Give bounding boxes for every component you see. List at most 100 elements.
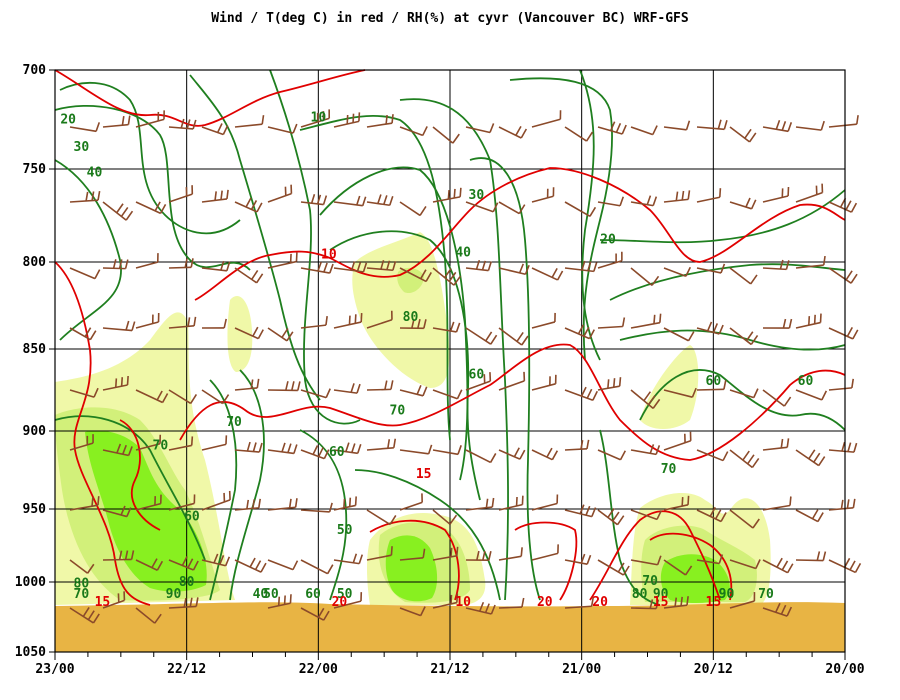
y-tick-label: 800 — [23, 255, 47, 270]
x-tick-label: 21/12 — [430, 662, 469, 677]
wind-barb — [201, 435, 228, 451]
rh-contour-label: 40 — [455, 245, 471, 260]
wind-barb-flag — [261, 115, 265, 125]
wind-barb-flag — [456, 546, 459, 556]
rh-contour-label: 90 — [653, 587, 669, 602]
wind-barb-shaft — [762, 504, 791, 511]
wind-barb-shaft — [102, 558, 132, 561]
wind-barb-flag — [151, 558, 158, 569]
wind-barb — [663, 495, 690, 511]
rh-contour-label: 80 — [632, 587, 648, 602]
wind-barb-flag — [254, 560, 262, 570]
wind-barb-shaft — [762, 446, 788, 451]
wind-barb-flag — [687, 331, 695, 342]
wind-barb — [465, 259, 493, 272]
y-tick-label: 900 — [23, 424, 47, 439]
wind-barb-flag — [86, 563, 95, 574]
wind-barb-flag — [521, 335, 529, 346]
wind-barb-flag — [357, 444, 362, 454]
wind-barb — [399, 444, 433, 455]
rh-contour-label: 20 — [60, 112, 76, 127]
wind-barb — [135, 312, 160, 329]
wind-barb-flag — [586, 388, 593, 399]
x-tick-label: 20/00 — [825, 662, 864, 677]
rh-fill-90 — [660, 554, 730, 603]
wind-barb-flag — [325, 316, 328, 326]
wind-barb-shaft — [399, 201, 421, 217]
wind-barb — [432, 445, 462, 456]
rh-fill-layer — [55, 232, 771, 605]
wind-barb-flag — [453, 188, 456, 199]
wind-barb — [828, 115, 859, 128]
wind-barb — [597, 317, 626, 329]
wind-barb-shaft — [762, 607, 788, 617]
rh-contour-layer — [54, 69, 846, 606]
rh-contour-label: 30 — [74, 140, 90, 155]
wind-barb-flag — [416, 385, 422, 395]
wind-barb — [201, 260, 231, 272]
wind-barb — [168, 118, 197, 130]
rh-contour-line — [54, 415, 206, 561]
wind-barb-shaft — [267, 126, 294, 134]
wind-barb — [729, 267, 758, 285]
wind-barb-flag — [481, 260, 487, 271]
rh-fill-70 — [227, 295, 253, 372]
temperature-contour-label: 10 — [455, 595, 471, 610]
wind-barb-flag — [674, 597, 678, 607]
wind-barb-shaft — [333, 389, 358, 394]
wind-barb-flag — [850, 273, 858, 284]
wind-barb-shaft — [168, 444, 192, 451]
wind-barb-shaft — [597, 385, 620, 391]
wind-barb-shaft — [564, 509, 593, 518]
wind-barb-shaft — [795, 559, 824, 562]
wind-barb-shaft — [828, 559, 856, 574]
wind-barb — [663, 120, 691, 131]
wind-barb-shaft — [465, 506, 493, 511]
wind-barb-shaft — [432, 601, 458, 609]
wind-barb-flag — [656, 510, 663, 520]
wind-barb-flag — [453, 275, 462, 286]
wind-barb-flag — [751, 458, 760, 468]
wind-barb-flag — [419, 205, 427, 216]
wind-barb-shaft — [663, 327, 689, 342]
wind-barb-flag — [476, 550, 480, 561]
wind-barb-shaft — [366, 554, 392, 561]
wind-barb-flag — [186, 119, 191, 129]
rh-contour-label: 70 — [661, 462, 677, 477]
wind-barb-shaft — [663, 198, 689, 203]
rh-contour-label: 60 — [798, 374, 814, 389]
wind-barb-flag — [717, 119, 722, 129]
wind-barb-flag — [127, 446, 133, 456]
wind-barb-flag — [448, 271, 457, 282]
wind-barb-flag — [488, 550, 492, 561]
wind-barb — [102, 591, 126, 609]
wind-barb-flag — [619, 196, 625, 207]
wind-barb — [168, 597, 199, 609]
wind-barb-flag — [612, 511, 620, 522]
wind-barb — [630, 389, 661, 409]
wind-barb — [465, 123, 495, 134]
wind-barb-flag — [250, 200, 258, 210]
wind-barb-shaft — [630, 389, 654, 409]
wind-barb-flag — [192, 119, 197, 130]
wind-barb-flag — [118, 550, 123, 560]
wind-barb-flag — [455, 322, 461, 333]
rh-contour-label: 10 — [311, 110, 327, 125]
wind-barb-flag — [722, 451, 729, 461]
wind-barb-flag — [616, 515, 625, 526]
wind-barb-shaft — [267, 559, 294, 571]
wind-barb — [696, 380, 727, 391]
wind-barb-shaft — [663, 389, 693, 398]
wind-barb — [432, 593, 459, 609]
wind-barb-flag — [750, 274, 758, 285]
wind-barb-shaft — [333, 120, 360, 128]
wind-barb-flag — [745, 331, 754, 342]
wind-barb-flag — [328, 502, 333, 513]
wind-barb-shaft — [168, 126, 194, 130]
wind-barb — [135, 558, 164, 571]
wind-barb-flag — [87, 610, 95, 621]
rh-contour-label: 90 — [166, 587, 182, 602]
wind-barb — [564, 504, 597, 518]
rh-contour-label: 70 — [642, 574, 658, 589]
wind-barb-shaft — [564, 448, 588, 451]
